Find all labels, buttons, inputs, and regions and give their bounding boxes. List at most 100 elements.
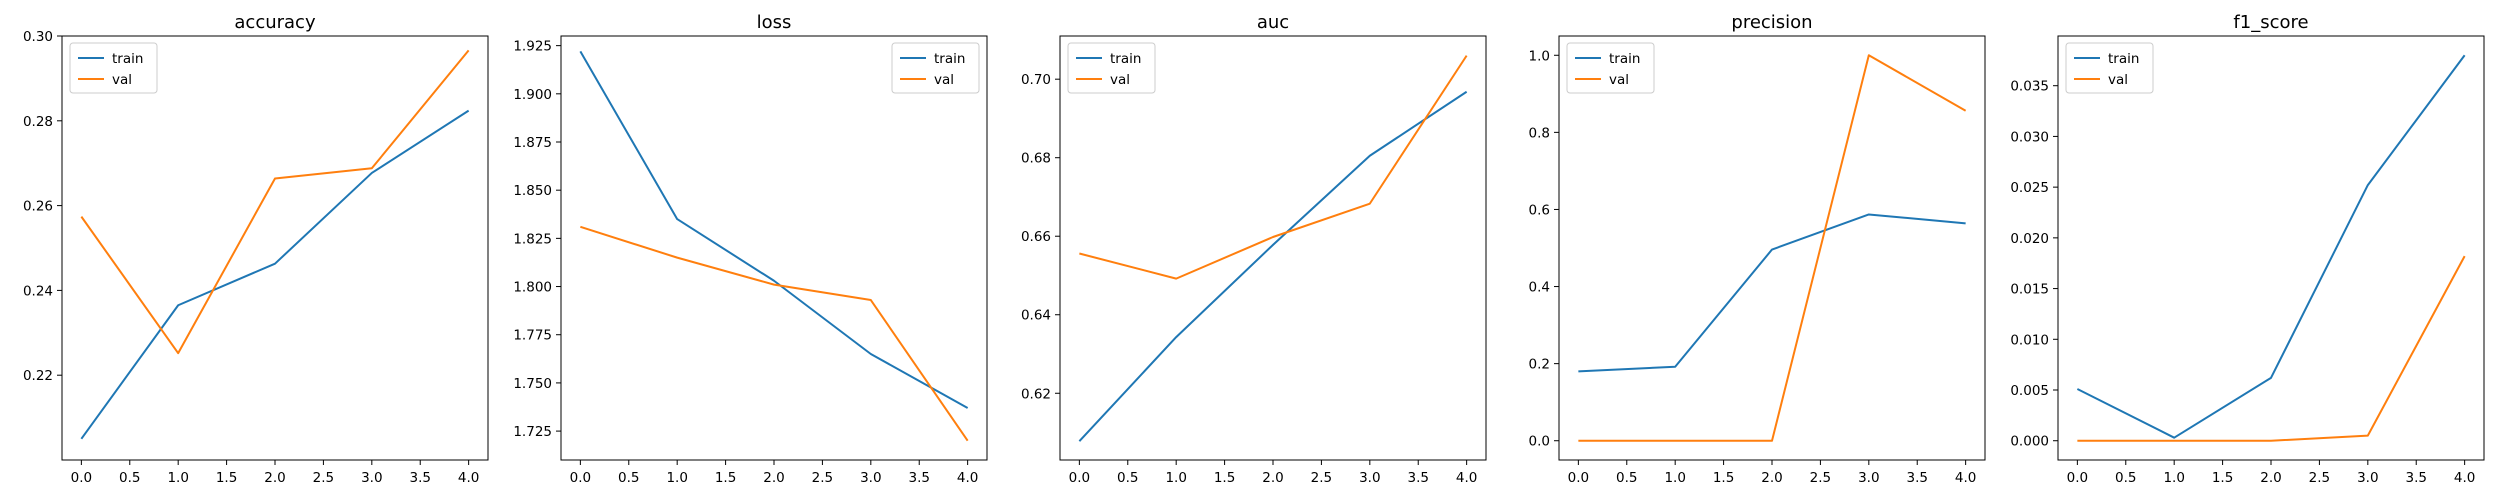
y-tick-label: 0.6 — [1529, 202, 1550, 218]
x-tick-label: 1.5 — [1713, 470, 1734, 486]
x-tick-label: 1.5 — [216, 470, 237, 486]
subplot-accuracy: accuracy 0.0 0.5 1.0 1.5 2.0 2.5 3.0 3.5 4.0 0.22 0… — [23, 12, 489, 486]
x-tick-label: 2.5 — [1810, 470, 1831, 486]
y-tick-label: 0.22 — [23, 368, 53, 384]
y-tick-label: 0.010 — [2010, 332, 2049, 348]
x-tick-label: 3.0 — [2357, 470, 2378, 486]
subplot-auc: auc 0.0 0.5 1.0 1.5 2.0 2.5 3.0 3.5 4.0 0.62 0.64 0.… — [1021, 12, 1487, 486]
x-tick-label: 4.0 — [1955, 470, 1976, 486]
y-tick-label: 0.64 — [1021, 308, 1051, 324]
y-tick-label: 0.28 — [23, 114, 53, 130]
x-tick-label: 3.5 — [2405, 470, 2426, 486]
subplot-title: loss — [757, 12, 792, 33]
series-line-train — [2076, 54, 2466, 439]
x-tick-label: 0.0 — [570, 470, 591, 486]
x-tick-label: 3.5 — [1407, 470, 1428, 486]
x-tick-label: 4.0 — [1456, 470, 1477, 486]
y-tick-label: 0.030 — [2010, 129, 2049, 145]
legend-box — [891, 42, 980, 94]
plot-frame — [560, 35, 988, 461]
y-tick-label: 0.020 — [2010, 231, 2049, 247]
y-tick-label: 0.62 — [1021, 386, 1051, 402]
y-tick-label: 0.0 — [1529, 434, 1550, 450]
y-tick-label: 0.4 — [1529, 280, 1550, 296]
x-tick-label: 1.0 — [2163, 470, 2184, 486]
y-tick-label: 1.900 — [513, 87, 552, 103]
x-tick-label: 0.0 — [2067, 470, 2088, 486]
plot-frame — [1558, 35, 1986, 461]
series-line-train — [579, 50, 969, 409]
y-tick-label: 0.015 — [2010, 282, 2049, 298]
legend-box — [1566, 42, 1655, 94]
x-tick-label: 2.5 — [1311, 470, 1332, 486]
y-tick-label: 0.035 — [2010, 79, 2049, 95]
x-tick-label: 2.0 — [2260, 470, 2281, 486]
x-tick-label: 3.5 — [1906, 470, 1927, 486]
y-tick-label: 0.8 — [1529, 125, 1550, 141]
subplot-title: precision — [1731, 12, 1812, 33]
subplot-title: f1_score — [2233, 12, 2308, 33]
y-tick-label: 1.725 — [513, 424, 552, 440]
legend-label-val: val — [1609, 72, 1629, 88]
y-tick-label: 0.70 — [1021, 72, 1051, 88]
y-tick-label: 0.025 — [2010, 180, 2049, 196]
x-tick-label: 3.0 — [860, 470, 881, 486]
legend-label-val: val — [1110, 72, 1130, 88]
x-tick-label: 4.0 — [957, 470, 978, 486]
x-tick-label: 2.0 — [1262, 470, 1283, 486]
x-tick-label: 1.0 — [167, 470, 188, 486]
legend: train val — [2065, 42, 2154, 94]
y-tick-label: 0.000 — [2010, 434, 2049, 450]
y-tick-label: 1.800 — [513, 280, 552, 296]
series-line-train — [1578, 213, 1966, 373]
subplot-precision: precision 0.0 0.5 1.0 1.5 2.0 2.5 3.0 3.5 4.0 0.0 0… — [1529, 12, 1986, 486]
y-tick-label: 1.750 — [513, 376, 552, 392]
series-line-val — [1079, 55, 1468, 280]
y-tick-label: 0.30 — [23, 29, 53, 45]
y-tick-label: 1.925 — [513, 39, 552, 55]
legend-label-train: train — [2108, 51, 2139, 67]
legend: train val — [1566, 42, 1655, 94]
x-tick-label: 3.5 — [908, 470, 929, 486]
legend-label-train: train — [112, 51, 143, 67]
x-tick-label: 1.5 — [1214, 470, 1235, 486]
series-line-train — [1078, 90, 1468, 442]
legend-box — [69, 42, 158, 94]
x-tick-label: 1.0 — [1664, 470, 1685, 486]
x-tick-label: 1.5 — [2212, 470, 2233, 486]
legend-label-train: train — [1110, 51, 1141, 67]
series-line-val — [2077, 255, 2466, 442]
subplot-title: auc — [1257, 12, 1289, 33]
x-tick-label: 0.5 — [2115, 470, 2136, 486]
legend-label-val: val — [934, 72, 954, 88]
legend-label-train: train — [934, 51, 965, 67]
y-tick-label: 1.850 — [513, 183, 552, 199]
y-tick-label: 1.775 — [513, 328, 552, 344]
y-tick-label: 0.005 — [2010, 383, 2049, 399]
x-tick-label: 0.5 — [1117, 470, 1138, 486]
legend: train val — [891, 42, 980, 94]
plot-frame — [61, 35, 489, 461]
subplot-loss: loss 0.0 0.5 1.0 1.5 2.0 2.5 3.0 3.5 4.0 1.725 1.75… — [513, 12, 988, 486]
x-tick-label: 1.0 — [1165, 470, 1186, 486]
y-tick-label: 0.68 — [1021, 151, 1051, 167]
x-tick-label: 4.0 — [458, 470, 479, 486]
plot-frame — [1059, 35, 1487, 461]
x-tick-label: 0.0 — [1568, 470, 1589, 486]
x-tick-label: 0.5 — [1616, 470, 1637, 486]
legend-label-val: val — [2108, 72, 2128, 88]
series-line-val — [80, 49, 470, 355]
x-tick-label: 3.0 — [361, 470, 382, 486]
legend: train val — [69, 42, 158, 94]
subplot-title: accuracy — [234, 12, 316, 33]
x-tick-label: 2.0 — [763, 470, 784, 486]
x-tick-label: 4.0 — [2454, 470, 2475, 486]
x-tick-label: 0.0 — [71, 470, 92, 486]
series-line-val — [1578, 54, 1967, 442]
y-tick-label: 1.825 — [513, 231, 552, 247]
x-tick-label: 2.0 — [264, 470, 285, 486]
x-tick-label: 1.5 — [715, 470, 736, 486]
x-tick-label: 2.5 — [313, 470, 334, 486]
legend: train val — [1067, 42, 1156, 94]
